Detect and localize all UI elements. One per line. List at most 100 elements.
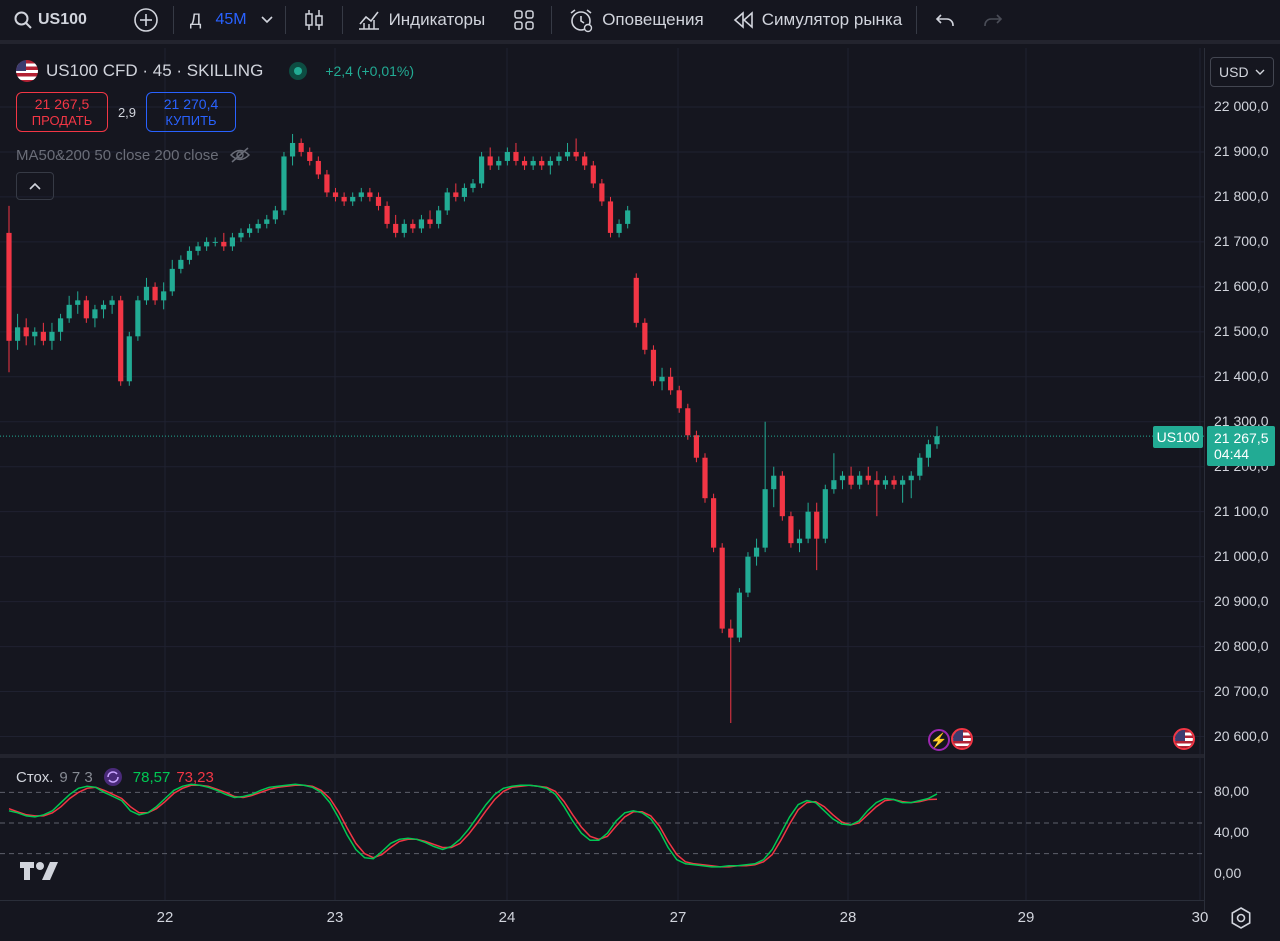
- date-tick-label: 24: [498, 909, 516, 926]
- candle: [839, 471, 846, 490]
- layouts-button[interactable]: [497, 0, 551, 42]
- top-toolbar: US100 Д 45M Индикаторы Оповещения Симуля…: [0, 0, 1280, 44]
- date-tick-label: 28: [839, 909, 857, 926]
- candle: [925, 439, 932, 467]
- price-tick-label: 21 400,0: [1214, 367, 1269, 384]
- candle: [633, 273, 639, 328]
- event-bolt-icon[interactable]: ⚡: [928, 729, 950, 751]
- alerts-label: Оповещения: [602, 10, 704, 29]
- toolbar-divider: [284, 6, 286, 34]
- price-axis[interactable]: 22 000,0 21 900,0 21 800,0 21 700,0 21 600,0…: [1204, 48, 1280, 912]
- candle: [32, 327, 38, 346]
- candle: [496, 156, 502, 170]
- candle: [6, 205, 12, 373]
- settings-gear-icon[interactable]: [1230, 907, 1252, 929]
- candle: [796, 529, 803, 553]
- tradingview-logo[interactable]: [20, 860, 60, 889]
- sell-button[interactable]: 21 267,5 ПРОДАТЬ: [16, 92, 108, 132]
- stoch-d-value: 73,23: [176, 768, 214, 786]
- compare-button[interactable]: [97, 0, 173, 42]
- candle: [487, 147, 493, 170]
- redo-icon: [984, 14, 1003, 26]
- candle: [238, 228, 244, 242]
- candle: [521, 156, 528, 170]
- candle: [685, 403, 691, 440]
- chevron-up-icon: [29, 182, 41, 190]
- indicators-button[interactable]: Индикаторы: [343, 0, 498, 42]
- candle: [908, 471, 914, 499]
- candle: [814, 502, 820, 571]
- interval-selector[interactable]: Д 45M: [174, 0, 285, 42]
- candle: [40, 322, 46, 346]
- candle: [246, 223, 253, 238]
- undo-button[interactable]: [917, 0, 973, 42]
- collapse-legend-button[interactable]: [16, 172, 54, 200]
- ma-label: MA50&200 50 close 200 close: [16, 146, 219, 164]
- date-tick-label: 29: [1017, 909, 1035, 926]
- candle: [75, 291, 81, 314]
- candle: [453, 183, 459, 202]
- candle: [375, 192, 382, 211]
- us-economic-event-icon[interactable]: [951, 728, 973, 750]
- candle: [212, 237, 218, 247]
- refresh-icon[interactable]: [103, 767, 123, 787]
- us-flag-icon: [16, 60, 38, 82]
- main-chart-pane[interactable]: [0, 48, 1204, 754]
- candle: [307, 147, 313, 166]
- candle: [461, 183, 468, 202]
- tradingview-logo-icon: [20, 862, 58, 880]
- candle: [255, 219, 261, 233]
- candle: [410, 219, 416, 233]
- bar-countdown: 04:44: [1214, 446, 1250, 463]
- pane-separator[interactable]: [0, 754, 1204, 758]
- us-economic-event-icon[interactable]: [1173, 728, 1195, 750]
- candle: [332, 187, 339, 202]
- candle: [702, 453, 708, 503]
- candle: [229, 232, 236, 251]
- candle: [186, 246, 193, 265]
- currency-label: USD: [1219, 64, 1249, 80]
- sell-price: 21 267,5: [34, 96, 90, 112]
- price-tick-label: 21 100,0: [1214, 502, 1269, 519]
- ma-indicator-legend[interactable]: MA50&200 50 close 200 close: [16, 146, 251, 164]
- candle: [582, 151, 588, 170]
- candle: [573, 138, 579, 161]
- currency-selector[interactable]: USD: [1210, 57, 1274, 87]
- stochastic-legend[interactable]: Стох. 9 7 3 78,57 73,23: [16, 767, 214, 787]
- interval-value: 45M: [215, 11, 247, 28]
- alerts-button[interactable]: Оповещения: [552, 0, 718, 42]
- candle: [874, 471, 880, 517]
- plus-circle-icon: [134, 8, 158, 32]
- time-axis[interactable]: 22 23 24 27 28 29 30: [0, 900, 1208, 937]
- candle: [753, 538, 760, 566]
- symbol-search-button[interactable]: US100: [0, 0, 97, 42]
- price-tick-label: 21 300,0: [1214, 412, 1269, 429]
- candle: [57, 313, 64, 341]
- candle: [92, 304, 98, 328]
- candle: [547, 156, 553, 175]
- candle: [418, 214, 425, 233]
- candle: [169, 259, 175, 296]
- search-icon: [14, 11, 32, 29]
- redo-button[interactable]: [973, 0, 1013, 42]
- candle: [358, 187, 364, 202]
- market-open-icon[interactable]: [289, 62, 308, 80]
- candle: [393, 214, 399, 238]
- candle: [143, 277, 150, 305]
- legend-title: US100 CFD · 45 · SKILLING: [46, 61, 264, 80]
- chart-type-button[interactable]: [286, 0, 342, 42]
- price-tick-label: 22 000,0: [1214, 97, 1269, 114]
- eye-hidden-icon[interactable]: [229, 146, 251, 164]
- candle: [822, 484, 828, 544]
- stochastic-pane[interactable]: [0, 758, 1204, 900]
- date-tick-label: 30: [1191, 909, 1209, 926]
- candle: [401, 219, 407, 238]
- buy-price: 21 270,4: [163, 96, 219, 112]
- buy-button[interactable]: 21 270,4 КУПИТЬ: [146, 92, 236, 132]
- replay-button[interactable]: Симулятор рынка: [718, 0, 916, 42]
- symbol-legend: US100 CFD · 45 · SKILLING +2,4 (+0,01%): [16, 60, 414, 82]
- candle: [642, 318, 648, 355]
- buy-label: КУПИТЬ: [165, 113, 217, 128]
- price-tick-label: 21 000,0: [1214, 547, 1269, 564]
- candle: [384, 201, 390, 229]
